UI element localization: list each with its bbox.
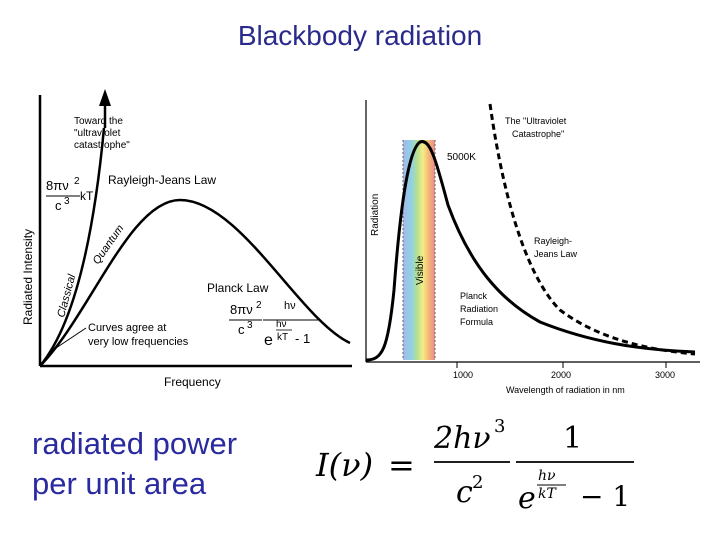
planck-formula-hv-top: hν xyxy=(284,300,296,312)
planck-law-label: Planck Law xyxy=(207,281,269,295)
rj-formula-den-exp: 3 xyxy=(64,196,70,207)
caption-line-1: radiated power xyxy=(32,426,238,461)
agree-note-line-2: very low frequencies xyxy=(88,336,189,348)
formula-equals: = xyxy=(388,446,415,484)
tick-label-3000: 3000 xyxy=(655,370,675,380)
visible-label: Visible xyxy=(415,255,426,285)
formula-one: 1 xyxy=(563,421,582,456)
uv-arrow-head xyxy=(99,89,111,106)
formula-exp-kt: kT xyxy=(538,486,557,502)
planck-formula: 8πν 2 c 3 hν e hν kT - 1 xyxy=(229,300,320,349)
left-plot: Radiated Intensity Frequency Toward the … xyxy=(21,89,352,389)
caption: radiated power per unit area xyxy=(32,424,237,504)
temperature-label: 5000K xyxy=(447,152,476,163)
planck-curve xyxy=(39,198,351,367)
rj-curve xyxy=(39,127,106,367)
uv-note-line-2: "ultraviolet xyxy=(74,128,121,139)
rj-dashed-curve xyxy=(488,103,696,356)
agree-note-line-1: Curves agree at xyxy=(88,322,166,334)
planck-label-right-line-2: Radiation xyxy=(460,304,498,314)
quantum-label: Quantum xyxy=(91,223,127,267)
planck-label-right-line-1: Planck xyxy=(460,291,488,301)
agree-pointer xyxy=(55,327,87,349)
planck-formula-den-exp: 3 xyxy=(247,320,253,331)
planck-formula-den: c xyxy=(238,322,245,337)
rj-formula: 8πν 2 c 3 kT xyxy=(46,176,94,213)
planck-5000k-curve xyxy=(365,140,696,362)
formula-lhs: I(ν) xyxy=(315,446,373,484)
uv-note-right-line-2: Catastrophe" xyxy=(512,129,564,139)
left-x-label: Frequency xyxy=(164,375,221,389)
uv-note-line-1: Toward the xyxy=(74,116,123,127)
tick-label-1000: 1000 xyxy=(453,370,473,380)
formula-numerator-exp: 3 xyxy=(494,416,505,437)
uv-note-line-3: catastrophe" xyxy=(74,140,130,151)
planck-label-right-line-3: Formula xyxy=(460,317,493,327)
formula-denominator-exp: 2 xyxy=(472,472,483,493)
left-y-label: Radiated Intensity xyxy=(21,229,35,325)
rj-formula-coef: 8πν xyxy=(46,178,69,193)
formula-denominator: c xyxy=(456,475,473,510)
caption-line-2: per unit area xyxy=(32,466,207,501)
tick-label-2000: 2000 xyxy=(551,370,571,380)
planck-formula-exp: 2 xyxy=(256,300,262,311)
rj-formula-den: c xyxy=(55,198,62,213)
formula-minus-one: − 1 xyxy=(580,480,630,513)
rj-formula-kt: kT xyxy=(80,189,94,203)
right-plot: Radiation Wavelength of radiation in nm … xyxy=(365,100,700,395)
planck-formula-coef: 8πν xyxy=(230,302,253,317)
rj-label-right-line-2: Jeans Law xyxy=(534,249,578,259)
right-y-label: Radiation xyxy=(370,194,381,236)
rj-formula-exp: 2 xyxy=(74,176,80,187)
slide-title: Blackbody radiation xyxy=(237,20,483,51)
planck-formula-hv: hν xyxy=(276,319,287,330)
rj-label-right-line-1: Rayleigh- xyxy=(534,236,572,246)
planck-formula-kt: kT xyxy=(277,332,288,343)
planck-law-formula: I(ν) = 2hν 3 c 2 1 e hν kT − 1 xyxy=(315,416,634,516)
formula-exp-hv: hν xyxy=(538,468,556,484)
formula-e: e xyxy=(518,481,536,516)
rj-law-label: Rayleigh-Jeans Law xyxy=(108,173,216,187)
planck-formula-minus-one: - 1 xyxy=(295,331,310,346)
planck-formula-e: e xyxy=(264,332,273,349)
right-x-label: Wavelength of radiation in nm xyxy=(506,385,625,395)
uv-note-right-line-1: The "Ultraviolet xyxy=(505,116,567,126)
formula-numerator: 2hν xyxy=(433,421,491,456)
